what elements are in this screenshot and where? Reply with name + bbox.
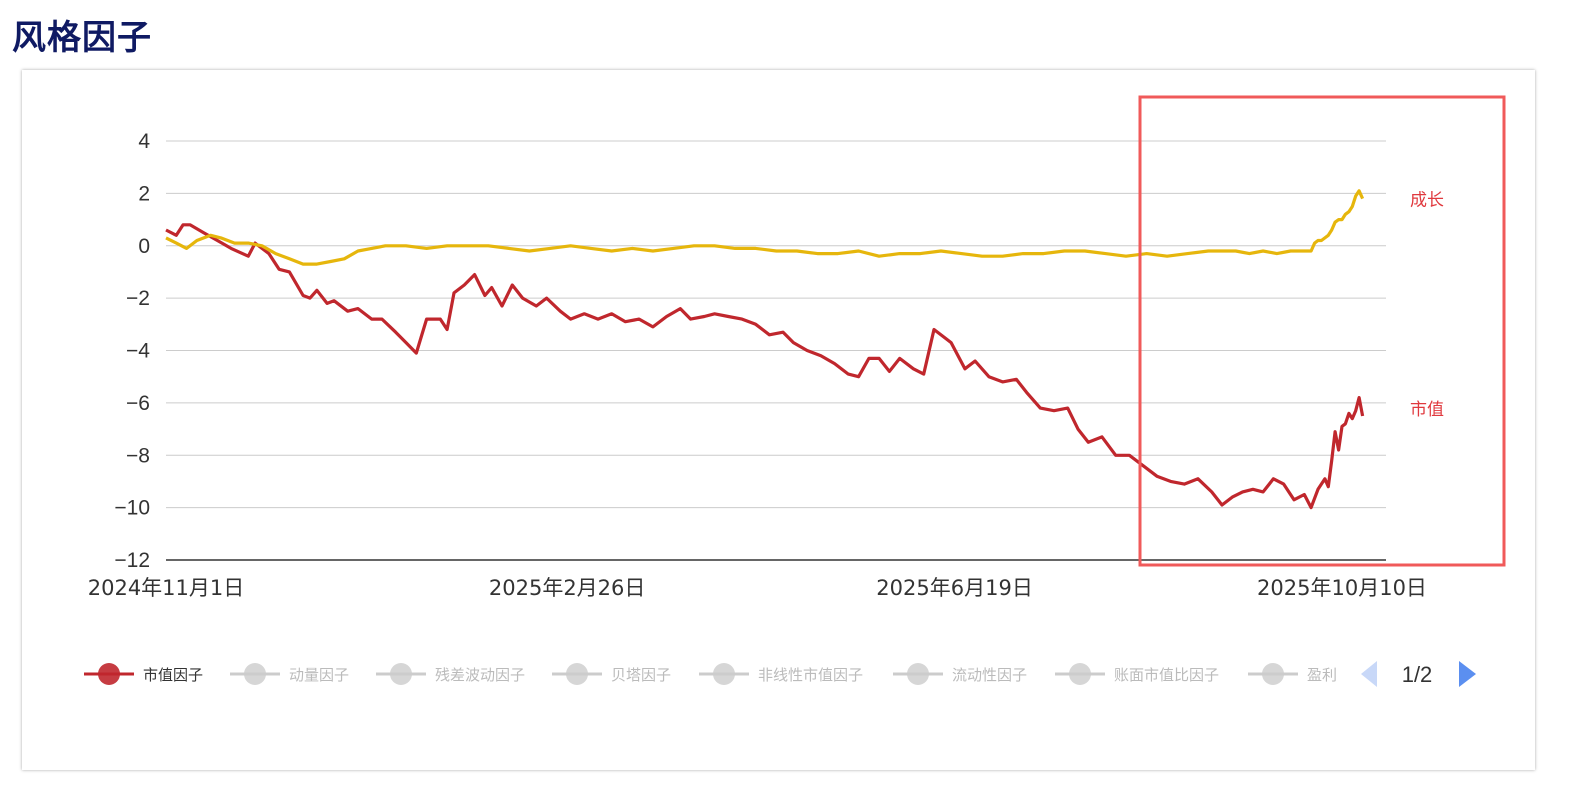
legend-pager: 1/2 xyxy=(1361,661,1476,687)
y-tick-label: −4 xyxy=(126,340,150,363)
series-line-market-cap xyxy=(165,223,1365,510)
legend-item[interactable]: 动量因子 xyxy=(230,663,349,685)
legend-item[interactable]: 账面市值比因子 xyxy=(1055,663,1219,685)
x-tick-label: 2025年2月26日 xyxy=(489,576,646,600)
y-tick-label: −2 xyxy=(126,287,150,310)
legend-dot-marker xyxy=(244,663,266,685)
factor-line-chart: 420−2−4−6−8−10−12 2024年11月1日 2025年2月26日 20… xyxy=(84,95,1506,687)
y-tick-label: 0 xyxy=(138,235,150,258)
y-axis-ticks: 4 2 0 −2 −4 −6 −8 −10 −12 xyxy=(114,130,150,572)
y-tick-label: 2 xyxy=(138,182,150,205)
x-tick-label: 2025年6月19日 xyxy=(876,576,1033,600)
legend: 市值因子 动量因子 残差波动因子 贝塔因子 非线性市值因子 流动性因子 账面市值比因子 盈利 xyxy=(84,663,1337,685)
pager-indicator: 1/2 xyxy=(1402,662,1433,687)
x-tick-label: 2024年11月1日 xyxy=(88,576,245,600)
legend-item[interactable]: 残差波动因子 xyxy=(376,663,525,685)
series-end-label: 成长 xyxy=(1410,191,1444,211)
y-tick-label: −8 xyxy=(126,444,150,467)
page-title: 风格因子 xyxy=(12,18,152,58)
y-tick-label: −6 xyxy=(126,392,150,415)
pager-prev-icon[interactable] xyxy=(1361,661,1377,687)
legend-label: 贝塔因子 xyxy=(611,666,671,684)
legend-dot-marker xyxy=(390,663,412,685)
legend-label: 残差波动因子 xyxy=(435,666,525,684)
legend-label: 盈利 xyxy=(1307,666,1337,684)
legend-item[interactable]: 盈利 xyxy=(1248,663,1337,685)
legend-dot-marker xyxy=(1262,663,1284,685)
x-axis-ticks: 2024年11月1日 2025年2月26日 2025年6月19日 2025年10月10… xyxy=(88,576,1427,600)
legend-dot-marker xyxy=(98,663,120,685)
legend-item[interactable]: 市值因子 xyxy=(84,663,203,685)
legend-dot-marker xyxy=(907,663,929,685)
series-end-label: 市值 xyxy=(1410,400,1444,420)
legend-label: 非线性市值因子 xyxy=(758,666,863,684)
highlight-box xyxy=(1138,95,1506,567)
legend-item[interactable]: 非线性市值因子 xyxy=(699,663,863,685)
y-tick-label: −12 xyxy=(114,549,150,572)
y-tick-label: 4 xyxy=(138,130,150,153)
legend-label: 市值因子 xyxy=(143,666,203,684)
series-line-growth xyxy=(165,189,1365,266)
y-tick-label: −10 xyxy=(114,497,150,520)
legend-item[interactable]: 贝塔因子 xyxy=(552,663,671,685)
legend-dot-marker xyxy=(713,663,735,685)
x-tick-label: 2025年10月10日 xyxy=(1257,576,1427,600)
chart-card: 4 2 0 −2 −4 −6 −8 −10 −12 2024年11月1日 2025年2月26日 20… xyxy=(22,70,1535,770)
series-lines xyxy=(165,189,1365,510)
grid-lines xyxy=(166,140,1386,561)
legend-dot-marker xyxy=(566,663,588,685)
legend-dot-marker xyxy=(1069,663,1091,685)
legend-label: 动量因子 xyxy=(289,666,349,684)
legend-item[interactable]: 流动性因子 xyxy=(893,663,1027,685)
pager-next-icon[interactable] xyxy=(1459,661,1476,687)
legend-label: 账面市值比因子 xyxy=(1114,666,1219,684)
legend-label: 流动性因子 xyxy=(952,666,1027,684)
